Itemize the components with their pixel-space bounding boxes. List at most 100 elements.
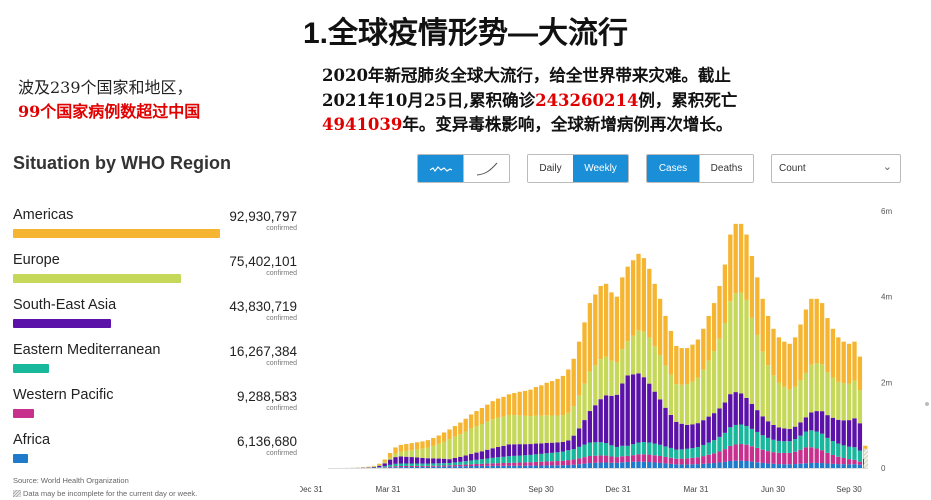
bar-segment-africa	[819, 463, 825, 468]
bar-segment-americas	[852, 341, 857, 381]
bar-segment-western-pacific	[836, 456, 841, 465]
bar-segment-south-east-asia	[528, 444, 533, 455]
region-name-americas: Americas	[13, 207, 74, 223]
bar-segment-western-pacific	[560, 460, 566, 466]
bar-segment-eastern-mediterranean	[679, 449, 684, 459]
bar-segment-americas	[393, 447, 398, 454]
bar-segment-western-pacific	[539, 461, 544, 466]
bar-segment-south-east-asia	[420, 457, 425, 464]
bar-segment-eastern-mediterranean	[765, 437, 771, 452]
chevron-down-icon: ⌄	[882, 161, 892, 173]
bar-segment-americas	[733, 223, 738, 294]
bar-segment-americas	[506, 394, 512, 415]
region-name-south-east-asia: South-East Asia	[13, 297, 117, 313]
desc-part1: 2020年新冠肺炎全球大流行，给全世界带来灾难。截止	[322, 66, 731, 85]
bar-segment-americas	[652, 283, 657, 347]
bar-segment-western-pacific	[706, 454, 711, 464]
cases-button[interactable]: Cases	[647, 155, 699, 182]
bar-segment-africa	[830, 463, 836, 468]
bar-segment-western-pacific	[414, 465, 420, 467]
bar-segment-south-east-asia	[787, 428, 792, 442]
bar-segment-americas	[398, 444, 404, 452]
daily-button[interactable]: Daily	[528, 155, 573, 182]
bar-segment-europe	[566, 412, 571, 441]
bar-segment-south-east-asia	[825, 415, 830, 438]
bar-segment-south-east-asia	[409, 457, 414, 464]
bar-segment-eastern-mediterranean	[382, 466, 387, 468]
bar-segment-africa	[760, 462, 765, 468]
scale-select[interactable]: Count ⌄	[771, 154, 901, 183]
bar-segment-south-east-asia	[776, 427, 782, 441]
bar-segment-eastern-mediterranean	[490, 457, 495, 464]
deaths-button[interactable]: Deaths	[699, 155, 753, 182]
bar-segment-western-pacific	[522, 462, 528, 466]
bar-segment-europe	[782, 386, 787, 429]
bar-segment-western-pacific	[479, 463, 485, 466]
bar-segment-south-east-asia	[765, 421, 771, 438]
bar-segment-americas	[452, 426, 458, 437]
bar-segment-europe	[447, 439, 452, 460]
bar-segment-eastern-mediterranean	[695, 446, 701, 458]
bar-segment-western-pacific	[695, 457, 701, 465]
bar-segment-europe	[647, 337, 652, 384]
bar-segment-south-east-asia	[620, 383, 625, 446]
region-confirmed-label: confirmed	[266, 315, 297, 322]
bar-segment-africa	[771, 463, 776, 468]
bar-segment-south-east-asia	[436, 458, 441, 464]
trend-chart-button[interactable]	[463, 155, 509, 182]
bar-segment-south-east-asia	[549, 442, 555, 453]
bar-segment-africa	[560, 465, 566, 468]
bar-segment-africa	[409, 467, 414, 468]
bar-segment-africa	[668, 463, 674, 468]
bar-segment-south-east-asia	[819, 411, 825, 434]
bar-segment-americas	[625, 266, 630, 342]
bar-segment-europe	[404, 450, 409, 457]
bar-segment-western-pacific	[717, 451, 722, 463]
bar-segment-eastern-mediterranean	[398, 463, 404, 466]
bar-segment-europe	[776, 382, 782, 428]
weekly-button[interactable]: Weekly	[573, 155, 628, 182]
bar-segment-americas	[555, 378, 560, 416]
page-title: 1.全球疫情形势—大流行	[302, 17, 629, 50]
bar-segment-europe	[441, 441, 447, 459]
region-value-eastern-mediterranean: 16,267,384	[229, 344, 297, 359]
bar-segment-eastern-mediterranean	[684, 448, 690, 459]
bar-segment-south-east-asia	[539, 443, 544, 454]
bar-segment-americas	[495, 398, 501, 418]
bar-segment-western-pacific	[549, 461, 555, 466]
bar-segment-americas	[701, 328, 706, 370]
x-tick-label: Sep 30	[836, 485, 862, 494]
bar-segment-western-pacific	[598, 455, 603, 463]
bar-segment-eastern-mediterranean	[506, 456, 512, 463]
region-name-europe: Europe	[13, 252, 60, 268]
region-bar-americas	[13, 229, 220, 238]
bar-segment-western-pacific	[825, 452, 830, 464]
bar-segment-europe	[744, 299, 749, 398]
bar-segment-europe	[393, 453, 398, 458]
bar-segment-africa	[555, 465, 560, 468]
bar-segment-south-east-asia	[711, 413, 717, 441]
bar-segment-south-east-asia	[614, 394, 620, 447]
bar-segment-south-east-asia	[684, 424, 690, 449]
bar-segment-europe	[674, 384, 679, 422]
bar-segment-western-pacific	[830, 454, 836, 464]
bar-segment-eastern-mediterranean	[825, 437, 830, 453]
bar-segment-south-east-asia	[441, 458, 447, 464]
bar-segment-americas	[630, 260, 636, 336]
bar-segment-eastern-mediterranean	[474, 459, 479, 465]
region-confirmed-label: confirmed	[266, 405, 297, 412]
bar-segment-south-east-asia	[387, 459, 393, 465]
bar-segment-africa	[625, 461, 630, 468]
bar-segment-europe	[452, 436, 458, 458]
bar-segment-eastern-mediterranean	[625, 445, 630, 456]
bar-segment-americas	[447, 429, 452, 440]
bar-segment-western-pacific	[722, 449, 728, 462]
bar-segment-africa	[792, 464, 798, 468]
bar-segment-americas	[798, 324, 803, 381]
bar-segment-south-east-asia	[830, 417, 836, 442]
sparkline-chart-button[interactable]	[418, 155, 463, 182]
bar-segment-africa	[441, 466, 447, 468]
trend-line-icon	[476, 162, 497, 175]
bar-segment-eastern-mediterranean	[495, 457, 501, 464]
bar-segment-south-east-asia	[690, 424, 695, 449]
